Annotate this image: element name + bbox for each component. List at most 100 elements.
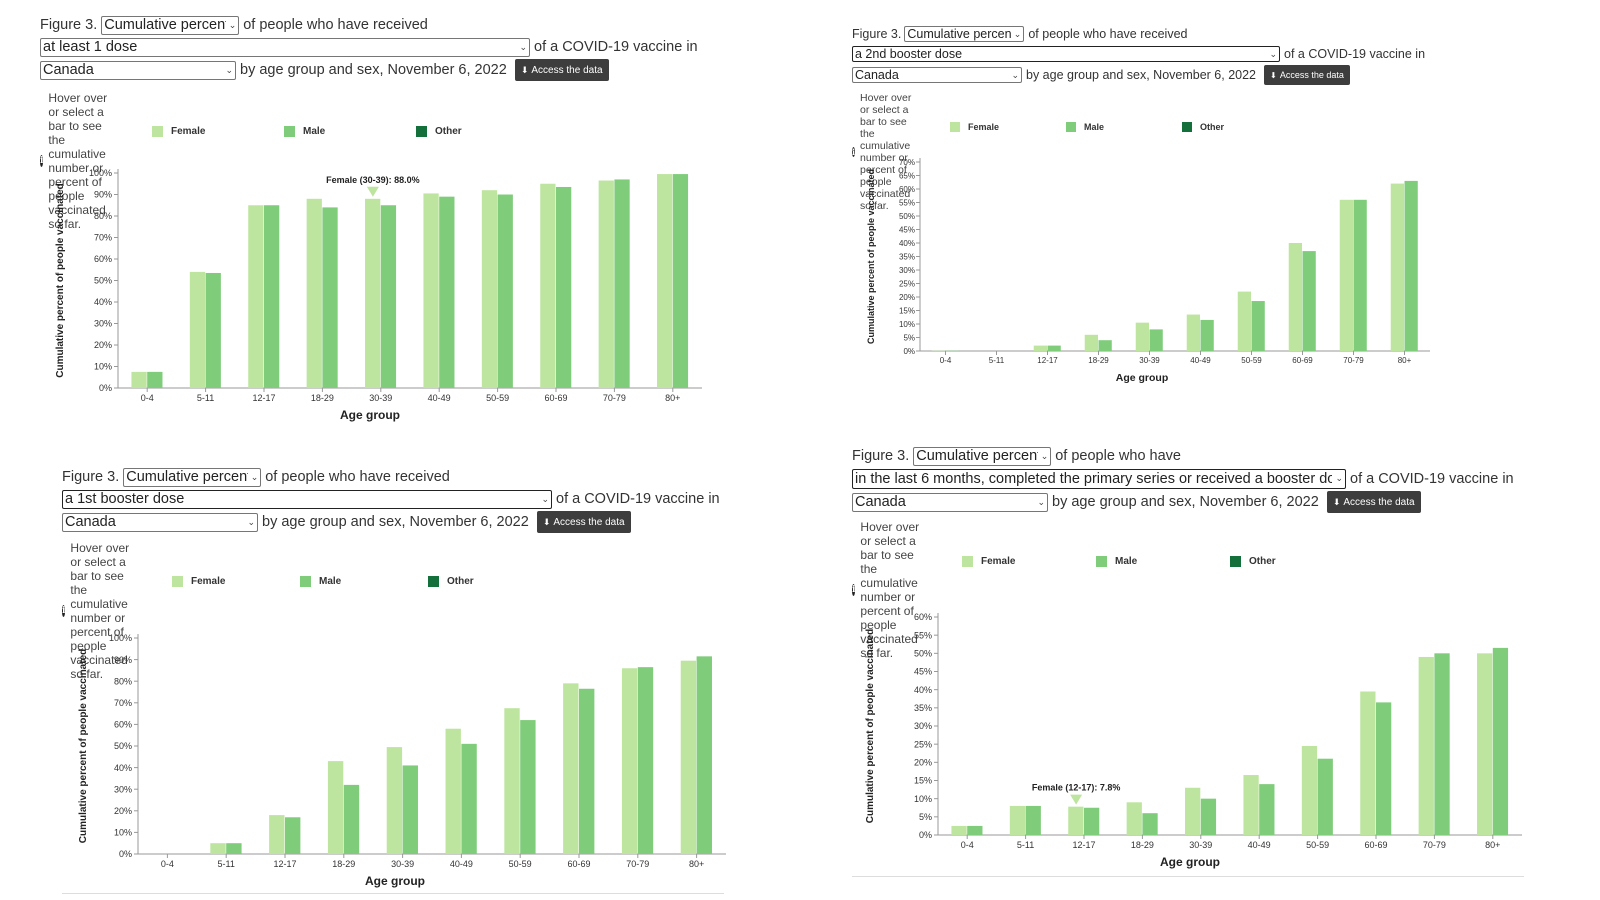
bar-male[interactable] <box>147 371 163 388</box>
bar-male[interactable] <box>285 817 301 854</box>
bar-female[interactable] <box>680 660 697 854</box>
bar-female[interactable] <box>1135 322 1149 351</box>
legend-item-other[interactable]: Other <box>1230 556 1276 567</box>
bar-male[interactable] <box>967 825 983 835</box>
legend-item-other[interactable]: Other <box>1182 122 1224 132</box>
bar-female[interactable] <box>1288 243 1302 351</box>
bar-female[interactable] <box>1033 345 1047 351</box>
bar-female[interactable] <box>1243 775 1259 835</box>
bar-female[interactable] <box>598 180 614 388</box>
bar-male[interactable] <box>1404 180 1418 351</box>
access-data-button[interactable]: ⬇ Access the data <box>1326 491 1421 513</box>
legend-item-female[interactable]: Female <box>950 122 1066 132</box>
dose-select[interactable]: in the last 6 months, completed the prim… <box>852 468 1346 489</box>
measure-select[interactable]: Cumulative percent ⌄ <box>101 15 240 35</box>
bar-female[interactable] <box>951 825 967 835</box>
bar-female[interactable] <box>1084 334 1098 351</box>
dose-select[interactable]: a 2nd booster dose ⌄ <box>852 46 1280 62</box>
bar-male[interactable] <box>343 784 360 854</box>
legend-item-female[interactable]: Female <box>962 556 1096 567</box>
bar-male[interactable] <box>322 207 338 388</box>
bar-male[interactable] <box>1251 301 1265 351</box>
access-data-button[interactable]: ⬇ Access the data <box>536 511 631 533</box>
bar-female[interactable] <box>248 205 264 388</box>
bar-female[interactable] <box>1390 183 1404 351</box>
bar-male[interactable] <box>439 196 455 388</box>
bar-female[interactable] <box>1477 653 1493 835</box>
dose-select[interactable]: at least 1 dose ⌄ <box>40 37 530 57</box>
bar-male[interactable] <box>497 194 513 389</box>
region-select[interactable]: Canada ⌄ <box>852 67 1022 83</box>
bar-male[interactable] <box>1317 758 1333 835</box>
bar-female[interactable] <box>210 843 226 854</box>
bar-male[interactable] <box>402 765 418 854</box>
legend-item-other[interactable]: Other <box>428 576 474 587</box>
bar-male[interactable] <box>226 843 242 854</box>
bar-male[interactable] <box>1492 647 1509 835</box>
measure-select[interactable]: Cumulative percent ⌄ <box>123 467 262 487</box>
bar-female[interactable] <box>1126 802 1142 835</box>
access-data-button[interactable]: ⬇ Access the data <box>1264 65 1350 85</box>
legend-item-other[interactable]: Other <box>416 126 462 137</box>
measure-select[interactable]: Cumulative percent ⌄ <box>913 446 1052 466</box>
legend-item-female[interactable]: Female <box>152 126 284 137</box>
bar-female[interactable] <box>1009 805 1026 835</box>
dose-select[interactable]: a 1st booster dose ⌄ <box>62 489 552 509</box>
bar-male[interactable] <box>1098 340 1112 351</box>
bar-male[interactable] <box>579 688 595 854</box>
bar-female[interactable] <box>504 708 520 854</box>
bar-female[interactable] <box>1185 787 1201 835</box>
bar-male[interactable] <box>672 174 689 388</box>
bar-male[interactable] <box>205 272 221 388</box>
bar-female[interactable] <box>540 183 556 388</box>
legend-item-male[interactable]: Male <box>284 126 416 137</box>
bar-female[interactable] <box>327 761 344 854</box>
bar-female[interactable] <box>657 174 673 388</box>
bar-male[interactable] <box>637 667 654 854</box>
bar-male[interactable] <box>1025 805 1041 835</box>
bar-female[interactable] <box>269 815 285 854</box>
bar-female[interactable] <box>423 193 439 388</box>
bar-male[interactable] <box>1200 798 1217 835</box>
bar-male[interactable] <box>1047 345 1061 351</box>
bar-female[interactable] <box>481 190 498 388</box>
bar-female[interactable] <box>1339 199 1353 351</box>
bar-male[interactable] <box>1376 702 1392 835</box>
measure-select[interactable]: Cumulative percent ⌄ <box>904 26 1025 42</box>
bar-female[interactable] <box>563 683 579 854</box>
bar-female[interactable] <box>365 198 381 388</box>
bar-female[interactable] <box>1418 656 1434 835</box>
bar-male[interactable] <box>1200 319 1214 351</box>
bar-male[interactable] <box>614 179 630 388</box>
bar-female[interactable] <box>1301 745 1318 835</box>
bar-female[interactable] <box>131 371 147 388</box>
bar-male[interactable] <box>1434 653 1450 835</box>
bar-female[interactable] <box>189 271 206 388</box>
bar-female[interactable] <box>1068 806 1084 835</box>
bar-female[interactable] <box>445 728 461 854</box>
bar-female[interactable] <box>1360 691 1376 835</box>
bar-male[interactable] <box>380 205 397 388</box>
bar-female[interactable] <box>621 668 638 854</box>
bar-male[interactable] <box>556 186 572 388</box>
bar-female[interactable] <box>1186 314 1200 351</box>
region-select[interactable]: Canada ⌄ <box>40 60 236 80</box>
legend-item-female[interactable]: Female <box>172 576 300 587</box>
legend-item-male[interactable]: Male <box>300 576 428 587</box>
bar-male[interactable] <box>264 205 280 388</box>
bar-male[interactable] <box>1353 199 1367 351</box>
bar-female[interactable] <box>1237 291 1251 351</box>
bar-male[interactable] <box>520 720 536 854</box>
bar-male[interactable] <box>1149 329 1163 351</box>
region-select[interactable]: Canada ⌄ <box>852 492 1048 512</box>
bar-male[interactable] <box>1084 807 1100 835</box>
region-select[interactable]: Canada ⌄ <box>62 512 258 532</box>
bar-male[interactable] <box>1302 251 1316 351</box>
access-data-button[interactable]: ⬇ Access the data <box>514 59 609 81</box>
bar-male[interactable] <box>1142 813 1158 835</box>
legend-item-male[interactable]: Male <box>1066 122 1182 132</box>
bar-male[interactable] <box>696 656 712 854</box>
bar-male[interactable] <box>1259 784 1275 835</box>
bar-male[interactable] <box>461 743 477 854</box>
legend-item-male[interactable]: Male <box>1096 556 1230 567</box>
